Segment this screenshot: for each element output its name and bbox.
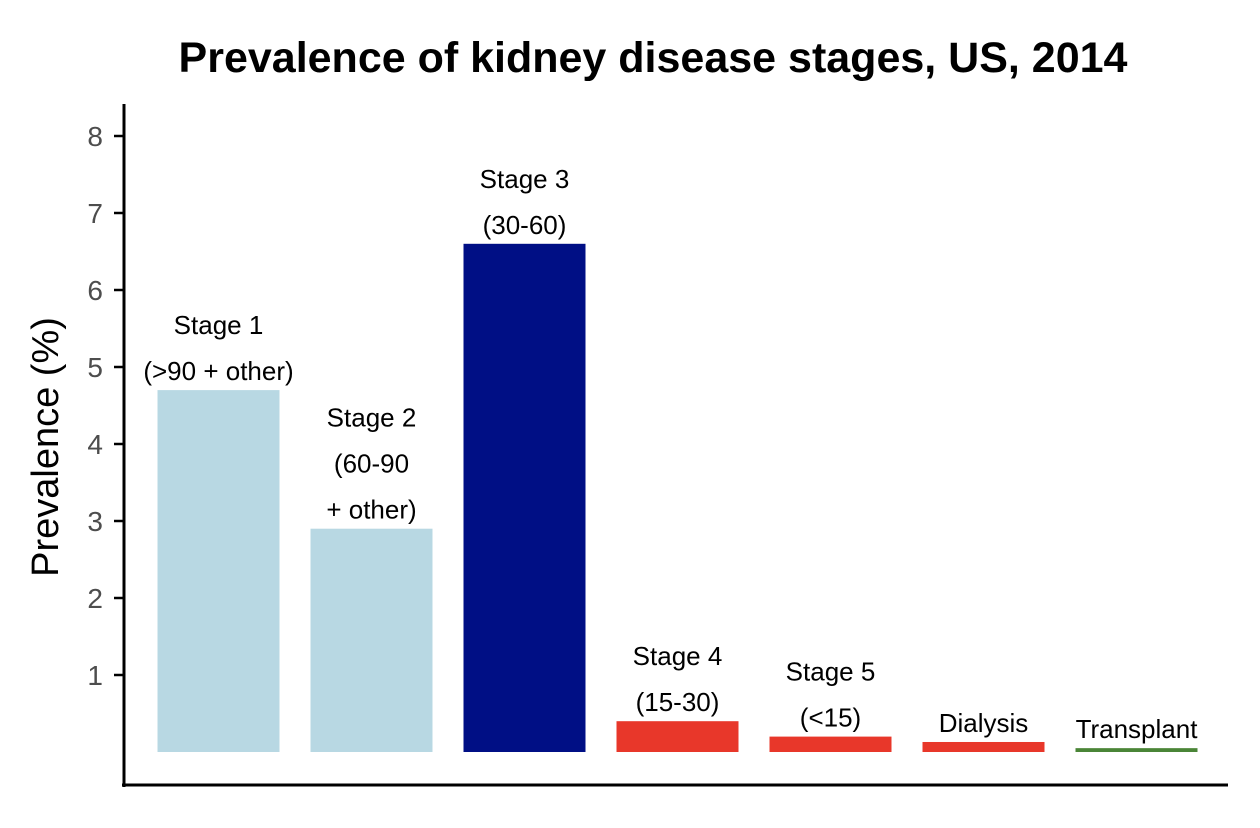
y-tick-label: 8 [87, 121, 103, 152]
chart-title: Prevalence of kidney disease stages, US,… [179, 34, 1128, 82]
bar-label: (>90 + other) [143, 356, 293, 386]
y-tick-label: 6 [87, 275, 103, 306]
bar-label: Stage 1 [174, 310, 264, 340]
y-tick-label: 1 [87, 660, 103, 691]
y-tick-label: 5 [87, 352, 103, 383]
bar-label: + other) [326, 495, 416, 525]
bar-label: Stage 4 [633, 641, 723, 671]
y-tick-label: 7 [87, 198, 103, 229]
bar-label: (15-30) [636, 687, 720, 717]
bar-label: (30-60) [483, 210, 567, 240]
bar [769, 736, 892, 752]
bar [1075, 748, 1198, 752]
bars [157, 243, 1198, 753]
y-tick-label: 3 [87, 506, 103, 537]
bar-label: (60-90 [334, 449, 409, 479]
bar [463, 243, 586, 753]
y-tick-label: 2 [87, 583, 103, 614]
bar-labels: Stage 1 (>90 + other) Stage 2 (60-90 + other… [143, 164, 1198, 744]
bar-label: Stage 3 [480, 164, 570, 194]
y-tick-label: 4 [87, 429, 103, 460]
bar-label: (<15) [800, 703, 861, 733]
bar-label: Transplant [1076, 714, 1199, 744]
bar [616, 721, 739, 752]
y-axis-label: Prevalence (%) [25, 317, 67, 577]
bar-label: Dialysis [939, 708, 1029, 738]
bar-label: Stage 2 [327, 403, 417, 433]
bar-label: Stage 5 [786, 657, 876, 687]
bar [310, 528, 433, 752]
bar [922, 741, 1045, 752]
y-axis-ticks: 1 2 3 4 5 6 7 8 [87, 121, 124, 691]
bar [157, 390, 280, 752]
